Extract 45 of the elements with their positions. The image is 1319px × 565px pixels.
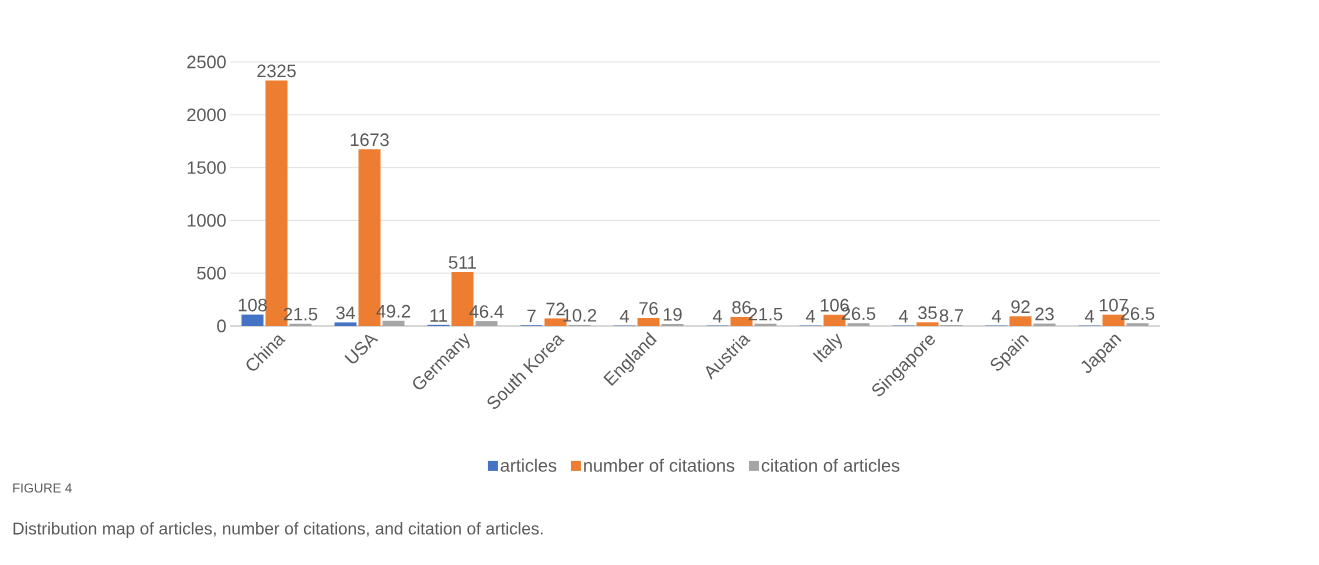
bar <box>916 322 939 326</box>
data-label: 8.7 <box>939 309 964 322</box>
x-tick-label: USA <box>344 334 379 364</box>
bar <box>847 323 870 326</box>
data-label: 72 <box>546 302 565 316</box>
bar <box>661 323 684 326</box>
x-tick-label: Italy <box>812 333 843 363</box>
bar <box>382 320 405 326</box>
data-label: 7 <box>527 309 536 323</box>
bar <box>241 314 264 326</box>
data-label: 2325 <box>257 64 296 78</box>
data-label: 1673 <box>350 133 389 147</box>
y-tick-label: 2000 <box>187 108 226 122</box>
data-label: 21.5 <box>748 307 783 321</box>
caption: FIGURE 4 <box>13 483 72 493</box>
legend-label: articles <box>500 458 557 472</box>
data-label: 4 <box>898 309 908 323</box>
data-label: 11 <box>430 309 447 322</box>
y-tick-label: 1000 <box>187 214 226 227</box>
bar <box>1126 323 1149 326</box>
y-tick-label: 500 <box>197 266 226 280</box>
bar <box>1009 316 1032 326</box>
data-label: 511 <box>448 256 476 269</box>
y-tick-label: 0 <box>217 319 226 333</box>
data-label: 19 <box>663 308 682 321</box>
bar <box>475 321 498 326</box>
legend-label: citation of articles <box>761 458 900 472</box>
data-label: 4 <box>619 309 629 323</box>
data-label: 34 <box>336 306 355 320</box>
data-label: 35 <box>918 306 937 320</box>
data-label: 10.2 <box>563 308 597 322</box>
y-tick-label: 2500 <box>187 55 226 69</box>
data-label: 4 <box>712 309 722 323</box>
data-label: 4 <box>1084 309 1094 323</box>
legend-label: number of citations <box>584 458 735 472</box>
data-label: 76 <box>639 302 658 315</box>
text: Distribution map of articles, number of citations, and citation of articles. <box>13 522 543 538</box>
y-tick-label: 1500 <box>187 161 226 174</box>
data-label: 86 <box>732 300 751 314</box>
data-label: 23 <box>1035 307 1054 321</box>
data-label: 4 <box>991 309 1001 323</box>
bar <box>334 322 357 326</box>
data-label: 92 <box>1011 300 1030 314</box>
data-label: 4 <box>805 309 815 323</box>
bar <box>637 317 660 326</box>
